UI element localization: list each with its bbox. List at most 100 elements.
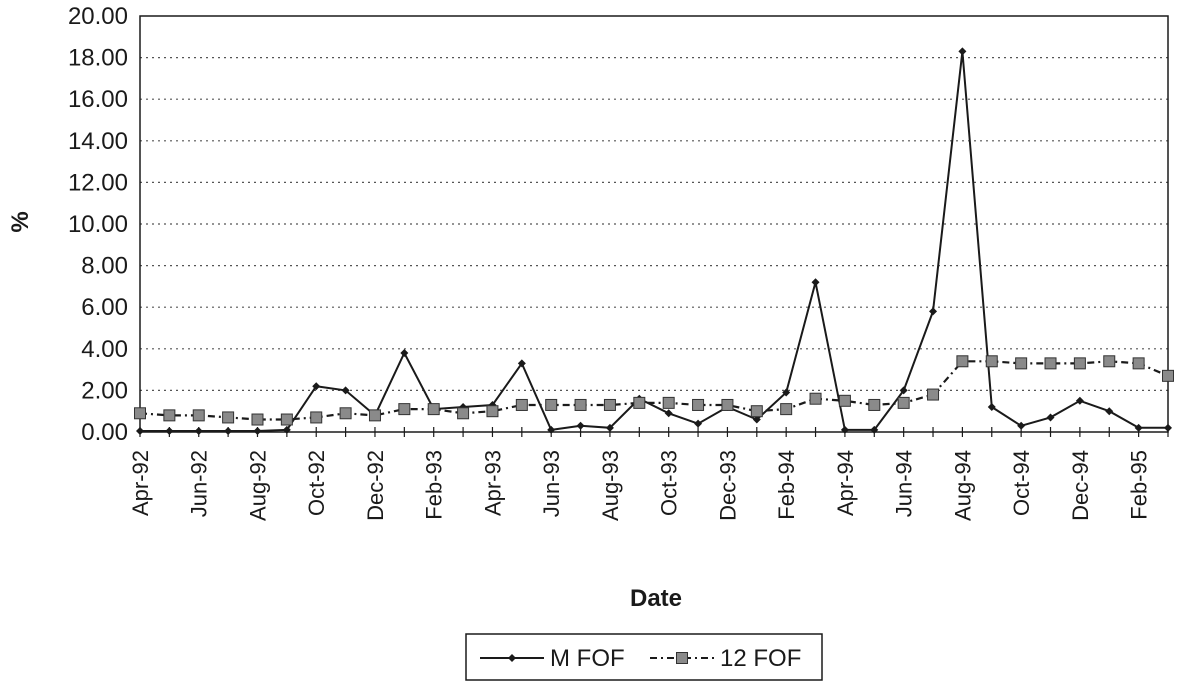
data-point-m-fof	[605, 423, 614, 432]
x-tick-label: Aug-94	[950, 450, 975, 521]
x-tick-label: Apr-92	[128, 450, 153, 516]
data-point-m-fof	[136, 426, 144, 435]
data-point-12-fof	[897, 396, 910, 409]
data-point-12-fof	[927, 388, 940, 401]
y-tick-label: 2.00	[81, 377, 128, 404]
series-lines	[134, 47, 1174, 435]
data-point-12-fof	[868, 398, 881, 411]
y-tick-label: 10.00	[68, 211, 128, 238]
data-point-m-fof	[782, 388, 791, 397]
data-point-12-fof	[545, 398, 558, 411]
data-point-12-fof	[780, 403, 793, 416]
x-tick-label: Oct-92	[304, 450, 329, 516]
x-tick-label: Aug-93	[598, 450, 623, 521]
data-point-12-fof	[457, 407, 470, 420]
data-point-12-fof	[750, 405, 763, 418]
plot-area-frame	[139, 15, 1169, 433]
data-point-12-fof	[1015, 357, 1028, 370]
y-tick-label: 0.00	[81, 419, 128, 446]
data-point-12-fof	[721, 398, 734, 411]
data-point-12-fof	[163, 409, 176, 422]
data-point-m-fof	[929, 307, 938, 316]
data-point-12-fof	[192, 409, 205, 422]
x-tick-label: Aug-92	[245, 450, 270, 521]
data-point-m-fof	[987, 403, 996, 412]
data-point-m-fof	[1164, 423, 1172, 432]
x-tick-label: Jun-94	[892, 450, 917, 517]
data-point-m-fof	[1075, 396, 1084, 405]
data-point-12-fof	[515, 398, 528, 411]
data-point-12-fof	[251, 413, 264, 426]
x-tick-label: Feb-93	[422, 450, 447, 520]
data-point-m-fof	[1134, 423, 1143, 432]
data-point-12-fof	[1132, 357, 1145, 370]
x-tick-label: Dec-94	[1068, 450, 1093, 521]
x-axis-title: Date	[630, 585, 682, 612]
y-tick-label: 8.00	[81, 253, 128, 280]
legend-marker-m-fof	[508, 654, 516, 662]
legend: M FOF 12 FOF	[465, 633, 823, 681]
data-point-12-fof	[222, 411, 235, 424]
data-point-m-fof	[576, 421, 585, 430]
x-tick-label: Jun-93	[539, 450, 564, 517]
gridlines	[140, 56, 1168, 391]
data-point-12-fof	[280, 413, 293, 426]
data-point-m-fof	[811, 278, 820, 287]
data-point-12-fof	[838, 394, 851, 407]
data-point-12-fof	[603, 398, 616, 411]
data-point-m-fof	[840, 425, 849, 434]
data-point-m-fof	[899, 386, 908, 395]
legend-label-m-fof: M FOF	[550, 645, 625, 672]
data-point-12-fof	[427, 403, 440, 416]
data-point-m-fof	[282, 425, 291, 434]
series-line-m-fof	[140, 51, 1168, 432]
series-line-12-fof	[139, 360, 1169, 421]
data-point-12-fof	[985, 355, 998, 368]
data-point-m-fof	[1017, 421, 1026, 430]
y-axis-title: %	[7, 211, 34, 232]
data-point-12-fof	[1103, 355, 1116, 368]
data-point-12-fof	[134, 407, 146, 420]
data-point-m-fof	[312, 382, 321, 391]
data-point-12-fof	[574, 398, 587, 411]
x-tick-label: Apr-93	[480, 450, 505, 516]
data-point-m-fof	[547, 425, 556, 434]
y-tick-label: 4.00	[81, 336, 128, 363]
legend-label-12-fof: 12 FOF	[720, 645, 801, 672]
data-point-m-fof	[165, 426, 174, 435]
data-point-m-fof	[517, 359, 526, 368]
data-point-12-fof	[1044, 357, 1057, 370]
x-tick-label: Feb-94	[774, 450, 799, 520]
x-tick-label: Dec-93	[715, 450, 740, 521]
y-tick-label: 6.00	[81, 294, 128, 321]
data-point-12-fof	[398, 403, 411, 416]
x-tick-label: Jun-92	[187, 450, 212, 517]
data-point-12-fof	[692, 398, 705, 411]
data-point-12-fof	[339, 407, 352, 420]
data-point-m-fof	[870, 425, 879, 434]
x-tick-label: Oct-94	[1009, 450, 1034, 516]
data-point-m-fof	[664, 409, 673, 418]
x-tick-label: Dec-92	[363, 450, 388, 521]
y-tick-label: 20.00	[68, 3, 128, 30]
data-point-m-fof	[694, 419, 703, 428]
data-point-12-fof	[956, 355, 969, 368]
y-axis: 0.00 2.00 4.00 6.00 8.00 10.00 12.00 14.00 16.00…	[68, 3, 128, 446]
data-point-m-fof	[194, 426, 203, 435]
y-tick-label: 14.00	[68, 128, 128, 155]
data-point-m-fof	[224, 426, 233, 435]
y-tick-label: 16.00	[68, 86, 128, 113]
data-point-12-fof	[633, 396, 646, 409]
data-point-m-fof	[253, 426, 262, 435]
legend-marker-12-fof	[676, 652, 688, 664]
data-point-12-fof	[486, 405, 499, 418]
data-point-m-fof	[341, 386, 350, 395]
data-point-m-fof	[958, 47, 967, 56]
x-axis: Apr-92 Jun-92 Aug-92 Oct-92 Dec-92 Feb-93 Apr-…	[128, 427, 1169, 521]
data-point-12-fof	[310, 411, 323, 424]
data-point-m-fof	[400, 348, 409, 357]
data-point-m-fof	[1105, 407, 1114, 416]
data-point-m-fof	[1046, 413, 1055, 422]
x-tick-label: Feb-95	[1127, 450, 1152, 520]
